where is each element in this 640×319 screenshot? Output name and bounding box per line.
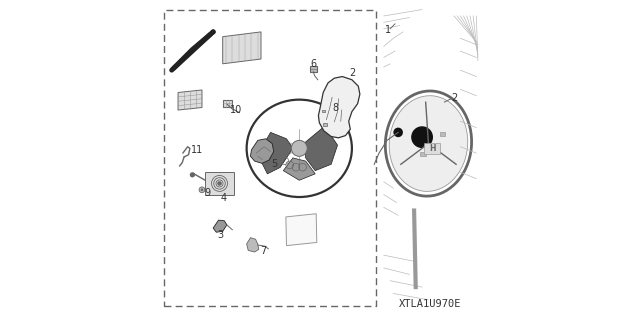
Bar: [310, 66, 317, 72]
Text: 11: 11: [191, 145, 204, 155]
Text: 2: 2: [349, 68, 355, 78]
Circle shape: [211, 30, 215, 34]
Text: 4: 4: [221, 193, 227, 203]
Circle shape: [291, 140, 307, 156]
Polygon shape: [178, 90, 202, 110]
Text: 2: 2: [451, 93, 457, 103]
Bar: [223, 100, 232, 107]
Bar: [205, 172, 234, 195]
Bar: [164, 10, 376, 306]
Polygon shape: [213, 220, 227, 232]
Ellipse shape: [389, 96, 468, 191]
Polygon shape: [250, 139, 274, 163]
Bar: [323, 123, 327, 126]
Text: 6: 6: [310, 59, 316, 69]
Polygon shape: [319, 77, 360, 138]
Text: XTLA1U970E: XTLA1U970E: [399, 300, 461, 309]
Bar: [424, 143, 440, 154]
Text: 9: 9: [205, 188, 211, 198]
Circle shape: [191, 173, 195, 177]
Circle shape: [199, 187, 205, 193]
Circle shape: [394, 128, 403, 137]
Text: 7: 7: [260, 246, 266, 256]
Text: H: H: [429, 144, 436, 153]
Text: 10: 10: [230, 105, 243, 115]
Bar: [420, 152, 426, 156]
Text: 1: 1: [385, 25, 391, 35]
Polygon shape: [286, 214, 317, 246]
Circle shape: [218, 182, 221, 185]
Polygon shape: [284, 158, 316, 180]
Circle shape: [412, 127, 432, 147]
Text: 8: 8: [332, 103, 339, 114]
Polygon shape: [306, 126, 337, 171]
Polygon shape: [223, 32, 261, 64]
Text: 5: 5: [271, 159, 278, 169]
Polygon shape: [258, 132, 293, 174]
Circle shape: [201, 189, 204, 191]
Text: 3: 3: [218, 230, 223, 241]
Polygon shape: [246, 238, 259, 252]
Bar: [321, 110, 325, 112]
Bar: [440, 132, 445, 136]
